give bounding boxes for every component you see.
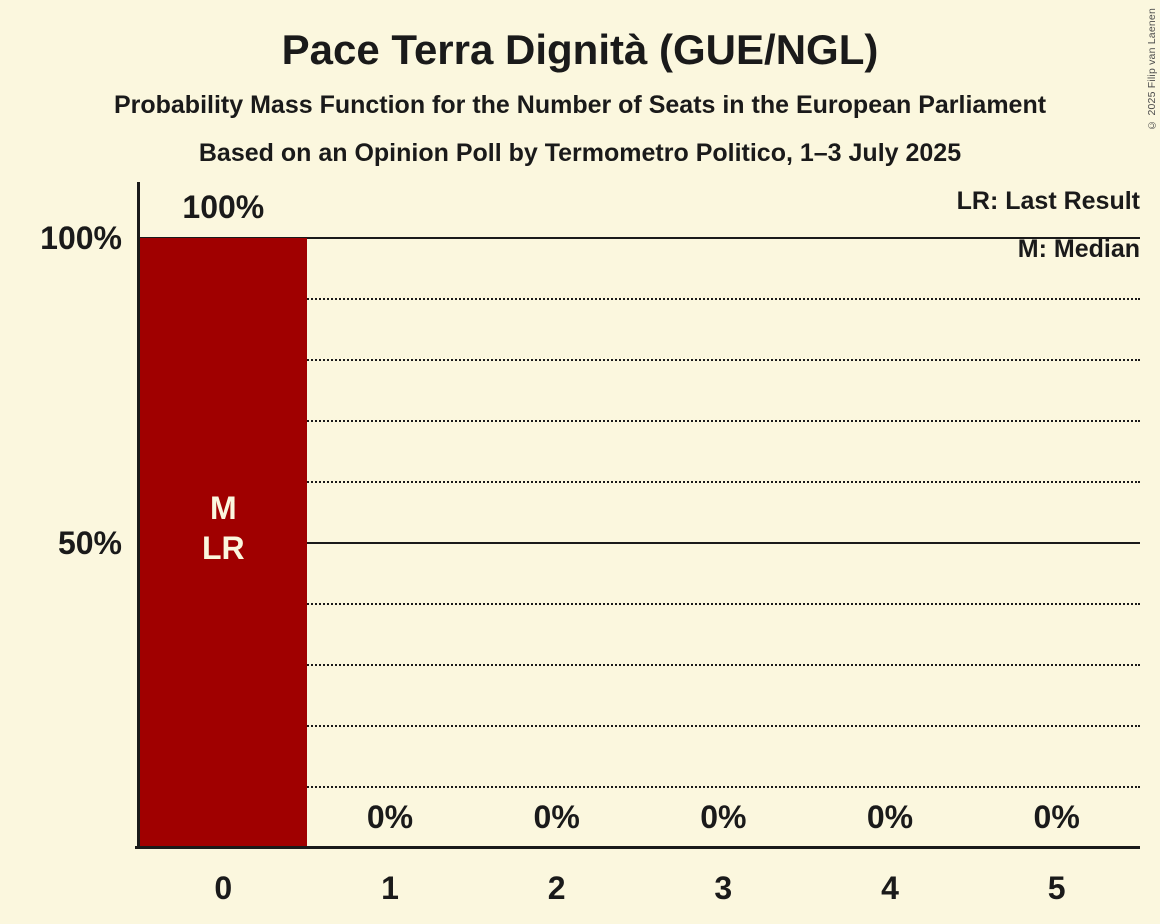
plot-area: 100% 0% 0% 0% 0% 0% M LR xyxy=(140,189,1140,848)
y-tick-label-50: 50% xyxy=(57,525,122,561)
bar-value-label-5: 0% xyxy=(1033,799,1080,835)
chart-subtitle: Probability Mass Function for the Number… xyxy=(113,91,1047,119)
legend-median: M: Median xyxy=(1017,235,1140,263)
x-tick-label-4: 4 xyxy=(881,870,899,906)
y-axis-tick-labels: 100% 50% xyxy=(0,220,122,848)
bar-value-label-0: 100% xyxy=(182,189,265,225)
x-tick-label-5: 5 xyxy=(1047,870,1066,906)
gridline-solid-100 xyxy=(140,237,1140,239)
gridline-dotted-70 xyxy=(140,420,1140,422)
gridline-dotted-90 xyxy=(140,298,1140,300)
x-axis-line xyxy=(135,846,1140,849)
bar-annotation-line-lr: LR xyxy=(202,530,245,566)
x-axis-tick-labels: 0 1 2 3 4 5 xyxy=(140,868,1140,908)
gridline-dotted-30 xyxy=(140,664,1140,666)
bar-value-label-2: 0% xyxy=(533,799,580,835)
chart-subsubtitle: Based on an Opinion Poll by Termometro P… xyxy=(198,139,962,167)
bar-value-label-4: 0% xyxy=(866,799,914,835)
bar-annotation-lines: M LR xyxy=(202,488,245,568)
bar-value-label-3: 0% xyxy=(700,799,747,835)
bar-seats-0 xyxy=(140,238,307,848)
gridline-dotted-80 xyxy=(140,359,1140,361)
legend-last-result: LR: Last Result xyxy=(956,187,1140,215)
bar-value-label-1: 0% xyxy=(366,799,414,835)
y-axis-line xyxy=(137,182,140,849)
gridline-dotted-60 xyxy=(140,481,1140,483)
bar-annotation-line-m: M xyxy=(210,490,237,526)
bar-annotation-0: M LR xyxy=(140,238,307,848)
gridline-dotted-40 xyxy=(140,603,1140,605)
copyright-notice: © 2025 Filip van Laenen xyxy=(1146,8,1158,131)
x-tick-label-3: 3 xyxy=(714,870,733,906)
x-tick-label-0: 0 xyxy=(214,870,233,906)
x-tick-label-2: 2 xyxy=(547,870,566,906)
x-tick-label-1: 1 xyxy=(381,870,399,906)
gridline-solid-50 xyxy=(140,542,1140,544)
chart-title: Pace Terra Dignità (GUE/NGL) xyxy=(281,26,879,73)
gridline-dotted-10 xyxy=(140,786,1140,788)
gridline-dotted-20 xyxy=(140,725,1140,727)
y-tick-label-100: 100% xyxy=(40,220,122,256)
